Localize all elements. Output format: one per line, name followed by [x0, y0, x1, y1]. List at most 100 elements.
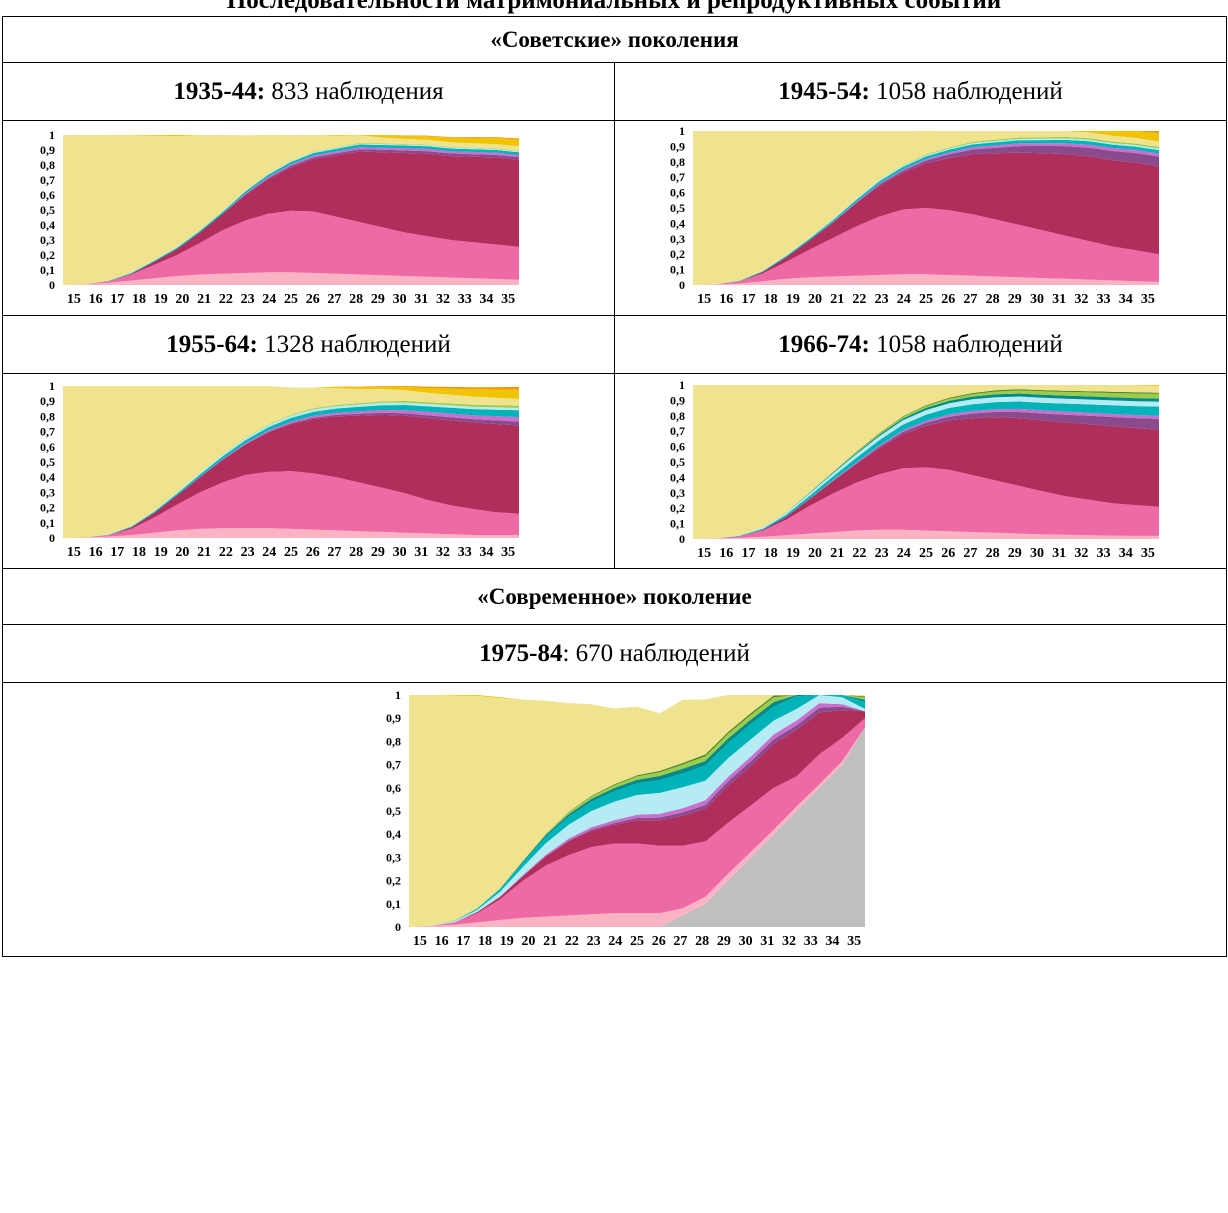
y-tick-label: 0,3: [40, 233, 55, 247]
area-series-crimson-2: [693, 417, 1159, 539]
x-tick-label: 32: [1074, 546, 1088, 561]
x-tick-label: 16: [719, 292, 733, 307]
cohort-header-1945: 1945-54: 1058 наблюдений: [614, 62, 1227, 121]
y-tick-label: 0: [49, 278, 55, 292]
x-tick-label: 15: [67, 545, 81, 560]
area-series-pink-1: [63, 471, 519, 538]
x-tick-label: 19: [154, 545, 168, 560]
area-series-light_pink-0: [693, 529, 1159, 539]
x-tick-label: 18: [478, 934, 492, 949]
y-tick-label: 0,9: [40, 394, 55, 408]
x-tick-label: 20: [175, 292, 189, 307]
y-tick-label: 0,7: [386, 758, 401, 772]
y-tick-label: 0,8: [670, 409, 685, 423]
x-tick-label: 30: [393, 292, 407, 307]
x-tick-label: 29: [717, 934, 731, 949]
chart-1955-64: 00,10,2 0,30,40,50,60,7 0,80,91 15 16 17 18 19 2…: [40, 380, 519, 560]
y-tick-label: 0,7: [40, 425, 55, 439]
y-tick-label: 0,6: [670, 186, 685, 200]
cohort-observations: 833 наблюдения: [265, 77, 444, 105]
x-tick-label: 15: [67, 292, 81, 307]
y-tick-label: 0,8: [670, 155, 685, 169]
x-tick-label: 34: [1119, 292, 1133, 307]
x-tick-label: 16: [89, 292, 103, 307]
y-tick-label: 0,6: [40, 188, 55, 202]
area-series-violet-3: [693, 411, 1159, 539]
x-tick-label: 21: [197, 292, 211, 307]
x-tick-label: 19: [500, 934, 514, 949]
page-title: Последовательности матримониальных и реп…: [226, 0, 1002, 14]
y-tick-label: 0,8: [40, 158, 55, 172]
cohort-observations: 1058 наблюдений: [869, 330, 1063, 358]
x-tick-label: 34: [479, 545, 493, 560]
y-tick-label: 0,4: [670, 470, 685, 484]
cohort-header-1966: 1966-74: 1058 наблюдений: [614, 315, 1227, 374]
x-tick-label: 15: [413, 934, 427, 949]
x-tick-label: 33: [458, 292, 472, 307]
cohort-years: 1966-74:: [778, 330, 870, 358]
area-series-cyan_light-6: [409, 695, 865, 927]
y-tick-label: 1: [49, 380, 55, 393]
y-tick-label: 1: [395, 689, 401, 702]
x-tick-label: 20: [175, 545, 189, 560]
x-tick-label: 27: [963, 546, 977, 561]
area-series-orange-10: [63, 386, 519, 390]
y-tick-label: 0: [395, 920, 401, 934]
area-series-gold-9: [63, 386, 519, 399]
y-tick-label: 0,9: [386, 711, 401, 725]
cohort-observations: 1328 наблюдений: [257, 330, 451, 358]
chart-1935-44: 00,10,20,30,40,50,60,70,80,91 15 16 17 18 19 2…: [40, 129, 519, 307]
x-tick-label: 17: [456, 934, 470, 949]
area-series-pink-1: [693, 208, 1159, 285]
area-series-light_pink-0: [63, 528, 519, 538]
y-tick-label: 0,1: [670, 517, 685, 531]
area-series-gold-9: [63, 135, 519, 147]
x-tick-label: 24: [608, 934, 622, 949]
y-tick-label: 0,2: [40, 501, 55, 515]
y-tick-label: 0: [49, 531, 55, 545]
results-table: «Советские» поколения 1935-44: 833 наблю…: [2, 16, 1227, 957]
y-tick-label: 0,9: [670, 139, 685, 153]
area-series-violet-3: [693, 145, 1159, 285]
chart-cell-1975: 0 0,1 0,2 0,3 0,4 0,5 0,6 0,7 0,8 0,9 1 15 16 17 18 19 2…: [2, 682, 1227, 957]
x-tick-label: 34: [1119, 546, 1133, 561]
x-tick-label: 16: [435, 934, 449, 949]
x-tick-label: 22: [219, 292, 233, 307]
x-tick-label: 35: [501, 292, 515, 307]
y-tick-label: 0,2: [670, 247, 685, 261]
x-tick-label: 23: [875, 292, 889, 307]
x-tick-label: 34: [825, 934, 839, 949]
x-tick-label: 24: [897, 546, 911, 561]
x-tick-label: 24: [262, 545, 276, 560]
x-tick-label: 28: [695, 934, 709, 949]
x-tick-label: 18: [132, 292, 146, 307]
cohort-years: 1945-54:: [778, 77, 870, 105]
y-tick-label: 0,9: [40, 143, 55, 157]
y-tick-label: 0,6: [670, 440, 685, 454]
x-tick-label: 27: [327, 292, 341, 307]
y-tick-label: 0,4: [40, 470, 55, 484]
y-tick-label: 0,6: [386, 781, 401, 795]
x-tick-label: 31: [1052, 546, 1066, 561]
x-tick-label: 21: [543, 934, 557, 949]
y-tick-label: 0,1: [40, 263, 55, 277]
x-tick-label: 25: [284, 545, 298, 560]
chart-cell-1966: 0 0,1 0,2 0,3 0,4 0,5 0,6 0,7 0,8 0,9 1 15 16 17 18 19 2…: [614, 373, 1227, 569]
x-tick-label: 20: [808, 292, 822, 307]
x-tick-label: 25: [284, 292, 298, 307]
x-tick-label: 27: [673, 934, 687, 949]
x-tick-label: 25: [919, 546, 933, 561]
y-tick-label: 0,3: [386, 850, 401, 864]
x-tick-label: 22: [852, 546, 866, 561]
area-series-pink-1: [63, 210, 519, 285]
x-tick-label: 35: [847, 934, 861, 949]
x-tick-label: 29: [1008, 292, 1022, 307]
y-tick-label: 1: [679, 379, 685, 392]
x-tick-label: 28: [986, 292, 1000, 307]
x-tick-label: 23: [241, 292, 255, 307]
x-tick-label: 20: [521, 934, 535, 949]
x-tick-label: 35: [1141, 292, 1155, 307]
y-tick-label: 0,3: [40, 485, 55, 499]
x-tick-label: 17: [110, 545, 124, 560]
x-tick-label: 34: [479, 292, 493, 307]
